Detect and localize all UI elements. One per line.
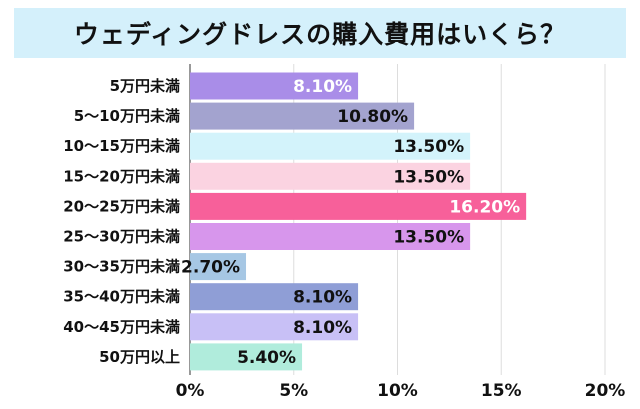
bar-7 xyxy=(190,283,359,311)
x-tick-label: 5% xyxy=(279,381,308,401)
category-label: 5～10万円未満 xyxy=(74,107,180,125)
value-label: 5.40% xyxy=(237,348,296,368)
chart-title: ウェディングドレスの購入費用はいくら？ xyxy=(73,20,567,49)
value-label: 2.70% xyxy=(181,258,240,278)
bar-9 xyxy=(190,343,303,371)
category-label: 40～45万円未満 xyxy=(63,318,180,336)
value-label: 8.10% xyxy=(293,288,352,308)
value-label: 8.10% xyxy=(293,77,352,97)
bar-6 xyxy=(190,253,247,281)
category-label: 35～40万円未満 xyxy=(63,288,180,306)
category-label: 25～30万円未満 xyxy=(63,228,180,246)
category-label: 30～35万円未満 xyxy=(63,258,180,276)
x-tick-label: 0% xyxy=(176,381,205,401)
category-label: 15～20万円未満 xyxy=(63,167,180,185)
bar-1 xyxy=(190,102,415,130)
x-tick-label: 10% xyxy=(377,381,418,401)
category-label: 20～25万円未満 xyxy=(63,197,180,215)
value-label: 10.80% xyxy=(337,107,408,127)
value-label: 13.50% xyxy=(393,228,464,248)
value-label: 16.20% xyxy=(449,197,520,217)
x-tick-label: 20% xyxy=(585,381,626,401)
bar-0 xyxy=(190,72,359,100)
category-label: 10～15万円未満 xyxy=(63,137,180,155)
bar-4 xyxy=(190,192,527,220)
bar-3 xyxy=(190,162,471,190)
category-label: 50万円以上 xyxy=(99,348,180,366)
bar-2 xyxy=(190,132,471,160)
bar-5 xyxy=(190,223,471,250)
value-label: 13.50% xyxy=(393,167,464,187)
x-tick-label: 15% xyxy=(481,381,522,401)
chart-title-band: ウェディングドレスの購入費用はいくら？ xyxy=(14,8,626,58)
value-label: 13.50% xyxy=(393,137,464,157)
category-label: 5万円未満 xyxy=(110,77,180,95)
bar-8 xyxy=(190,313,359,341)
value-label: 8.10% xyxy=(293,318,352,338)
